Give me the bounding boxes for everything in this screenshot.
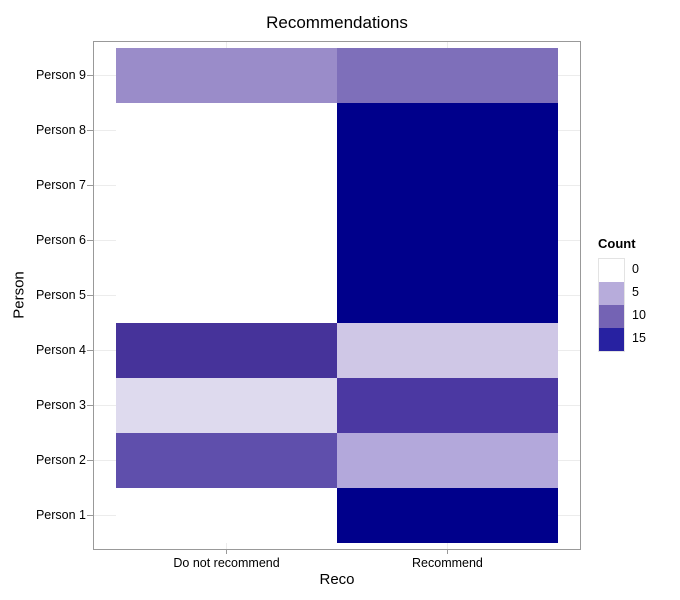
heatmap-tile-person-4-recommend [337, 323, 558, 379]
legend-label-15: 15 [632, 331, 646, 345]
legend-swatch-15 [599, 328, 624, 351]
heatmap-tile-person-6-do-not-recommend [116, 212, 337, 268]
legend-label-column: 0 5 10 15 [632, 258, 646, 350]
y-tick-mark [87, 405, 93, 407]
y-tick-label-person-9: Person 9 [35, 67, 86, 82]
y-tick-mark [87, 184, 93, 186]
y-tick-label-person-8: Person 8 [35, 122, 86, 137]
legend-swatch-0 [599, 259, 624, 282]
legend: Count 0 5 10 15 [598, 236, 646, 352]
heatmap-tile-person-1-do-not-recommend [116, 488, 337, 544]
y-tick-mark [87, 129, 93, 131]
heatmap-tile-person-8-do-not-recommend [116, 102, 337, 158]
heatmap-tile-person-1-recommend [337, 488, 558, 544]
heatmap-tile-person-2-recommend [337, 433, 558, 489]
heatmap-tile-person-4-do-not-recommend [116, 323, 337, 379]
chart-title: Recommendations [266, 13, 408, 32]
legend-swatch-10 [599, 305, 624, 328]
plot-panel [93, 41, 581, 550]
heatmap-tile-person-5-do-not-recommend [116, 267, 337, 324]
y-tick-mark [87, 515, 93, 517]
heatmap-tile-person-8-recommend [337, 102, 558, 158]
y-tick-label-person-5: Person 5 [35, 288, 86, 302]
legend-swatch-column [598, 258, 625, 352]
legend-label-10: 10 [632, 308, 646, 322]
heatmap-tile-person-2-do-not-recommend [116, 433, 337, 489]
x-tick-mark [446, 550, 448, 554]
x-axis-title: Reco [319, 571, 355, 588]
y-tick-mark [87, 350, 93, 352]
legend-label-0: 0 [632, 262, 639, 276]
heatmap-tile-person-3-recommend [337, 378, 558, 434]
y-tick-label-person-6: Person 6 [35, 232, 86, 247]
y-tick-label-person-3: Person 3 [35, 398, 86, 413]
heatmap-tile-person-9-do-not-recommend [116, 47, 337, 103]
y-tick-label-person-4: Person 4 [35, 343, 86, 358]
heatmap-tile-person-6-recommend [337, 212, 558, 268]
x-tick-label-do-not-recommend: Do not recommend [173, 556, 280, 570]
y-tick-label-person-1: Person 1 [35, 508, 86, 523]
legend-title: Count [598, 236, 636, 251]
y-tick-mark [87, 74, 93, 76]
heatmap-tile-person-7-recommend [337, 157, 558, 213]
legend-swatch-5 [599, 282, 624, 305]
heatmap-tile-person-7-do-not-recommend [116, 157, 337, 213]
legend-label-5: 5 [632, 285, 639, 299]
y-tick-mark [87, 295, 93, 296]
y-tick-mark [87, 239, 93, 241]
x-tick-mark [226, 550, 228, 554]
x-tick-label-recommend: Recommend [412, 556, 483, 570]
heatmap-tile-person-9-recommend [337, 47, 558, 103]
y-tick-label-person-7: Person 7 [35, 177, 86, 192]
y-tick-mark [87, 460, 93, 462]
y-tick-label-person-2: Person 2 [35, 453, 86, 468]
legend-body: 0 5 10 15 [598, 258, 646, 352]
heatmap-tile-person-3-do-not-recommend [116, 378, 337, 434]
heatmap-tile-person-5-recommend [337, 267, 558, 324]
